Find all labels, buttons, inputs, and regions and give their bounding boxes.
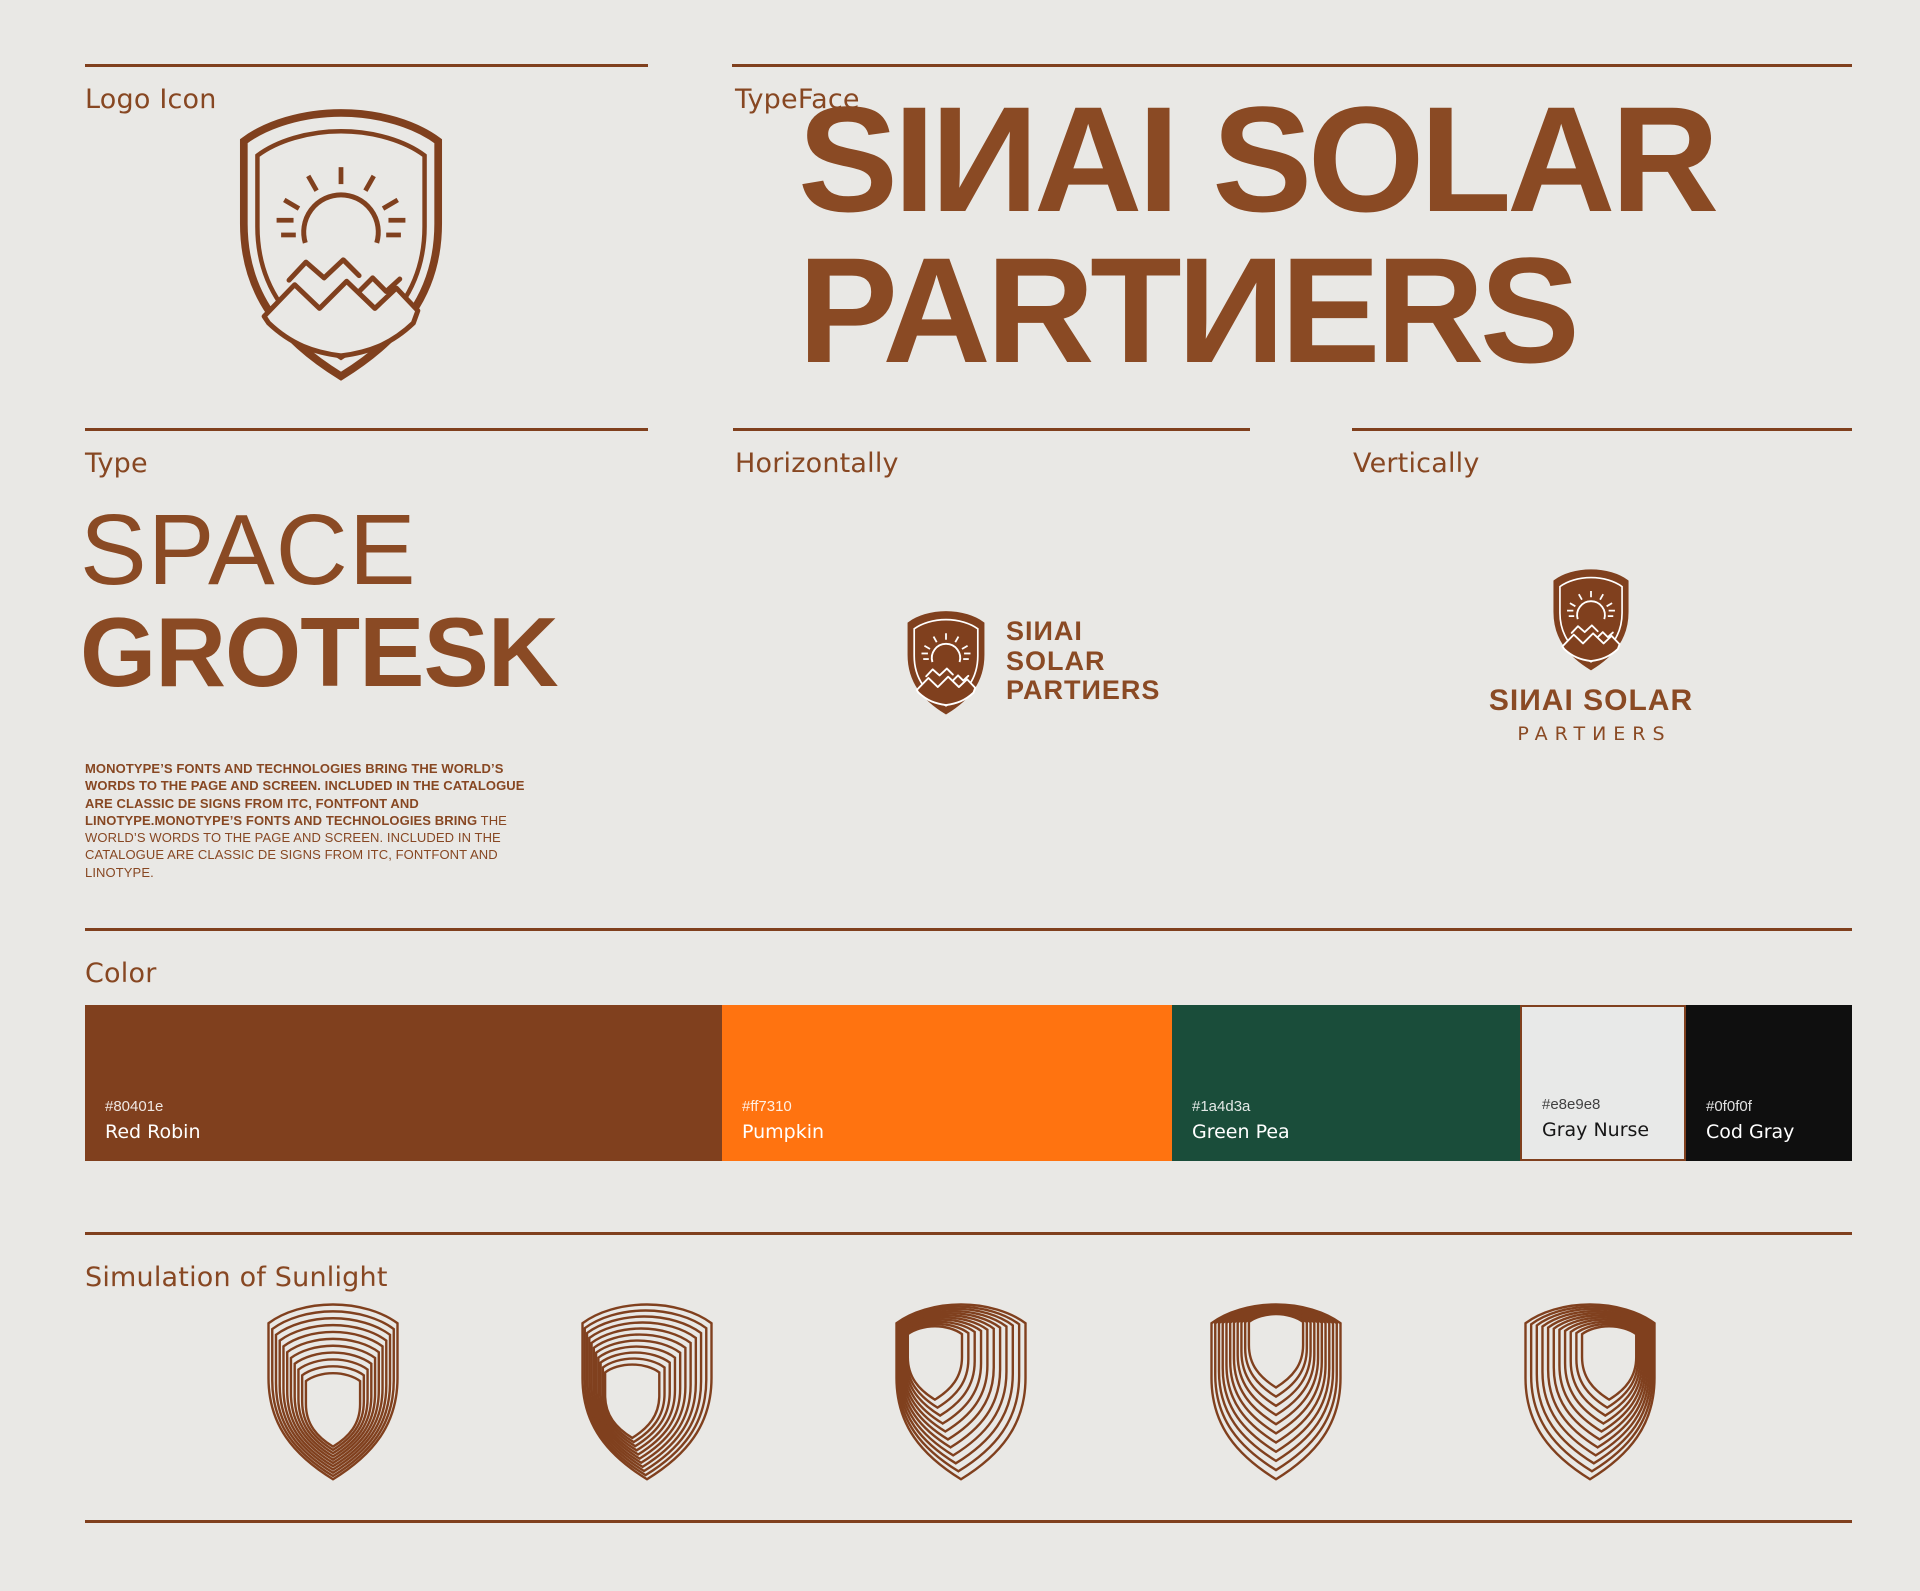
h-lockup-line: SIИAI xyxy=(1006,616,1083,646)
sunlight-shield-variant-4-icon xyxy=(1209,1302,1343,1482)
type-specimen-paragraph: MONOTYPE’S FONTS AND TECHNOLOGIES BRING … xyxy=(85,760,555,881)
divider xyxy=(85,1232,1852,1235)
swatch-name: Gray Nurse xyxy=(1542,1119,1650,1141)
font-name-grotesk: GROTESK xyxy=(80,597,559,707)
type-specimen-bold-text: MONOTYPE’S FONTS AND TECHNOLOGIES BRING … xyxy=(85,761,525,828)
swatch-hex: #1a4d3a xyxy=(1192,1098,1251,1115)
swatch-name: Red Robin xyxy=(105,1121,201,1143)
swatch-cod-gray: #0f0f0f Cod Gray xyxy=(1686,1005,1852,1161)
section-label-type: Type xyxy=(85,448,148,479)
section-label-sunlight: Simulation of Sunlight xyxy=(85,1262,388,1293)
divider xyxy=(85,1520,1852,1523)
sunlight-shield-variant-1-icon xyxy=(266,1302,400,1482)
swatch-name: Green Pea xyxy=(1192,1121,1290,1143)
divider xyxy=(85,64,648,67)
divider xyxy=(85,428,648,431)
swatch-red-robin: #80401e Red Robin xyxy=(85,1005,722,1161)
swatch-hex: #ff7310 xyxy=(742,1098,792,1115)
sunlight-shield-variant-3-icon xyxy=(894,1302,1028,1482)
wordmark-line-2: PARTИERS xyxy=(798,226,1580,394)
color-palette: #80401e Red Robin #ff7310 Pumpkin #1a4d3… xyxy=(85,1005,1852,1161)
divider xyxy=(732,64,1852,67)
divider xyxy=(85,928,1852,931)
divider xyxy=(733,428,1250,431)
section-label-vertically: Vertically xyxy=(1353,448,1480,479)
h-lockup-line: PARTИERS xyxy=(1006,675,1161,705)
wordmark-line-1: SIИAI SOLAR xyxy=(798,75,1719,243)
horizontal-lockup-wordmark: SIИAI SOLAR PARTИERS xyxy=(1006,616,1161,706)
section-label-color: Color xyxy=(85,958,157,989)
swatch-hex: #80401e xyxy=(105,1098,164,1115)
section-label-logo-icon: Logo Icon xyxy=(85,84,217,115)
swatch-hex: #e8e9e8 xyxy=(1542,1096,1601,1113)
vertical-lockup-line-2: PARTИERS xyxy=(1517,723,1672,745)
h-lockup-line: SOLAR xyxy=(1006,645,1106,676)
divider xyxy=(1352,428,1852,431)
swatch-gray-nurse: #e8e9e8 Gray Nurse xyxy=(1520,1005,1686,1161)
logo-shield-sun-mountains-icon xyxy=(228,106,454,382)
type-specimen-regular-text: THE WORLD’S WORDS TO THE PAGE AND SCREEN… xyxy=(85,812,507,880)
swatch-name: Pumpkin xyxy=(742,1121,825,1143)
vertical-lockup-shield-icon xyxy=(1549,568,1633,671)
sunlight-shield-variant-5-icon xyxy=(1523,1302,1657,1482)
section-label-horizontally: Horizontally xyxy=(735,448,899,479)
font-name-space: SPACE xyxy=(80,494,417,606)
swatch-green-pea: #1a4d3a Green Pea xyxy=(1172,1005,1520,1161)
sunlight-shield-variant-2-icon xyxy=(580,1302,714,1482)
section-label-typeface: TypeFace xyxy=(735,84,860,115)
swatch-hex: #0f0f0f xyxy=(1706,1098,1752,1115)
vertical-lockup-line-1: SIИAI SOLAR xyxy=(1488,684,1694,717)
wordmark-headline: SIИAI SOLAR PARTИERS xyxy=(798,75,1719,394)
swatch-pumpkin: #ff7310 Pumpkin xyxy=(722,1005,1172,1161)
horizontal-lockup-shield-icon xyxy=(903,610,989,715)
swatch-name: Cod Gray xyxy=(1706,1121,1795,1143)
